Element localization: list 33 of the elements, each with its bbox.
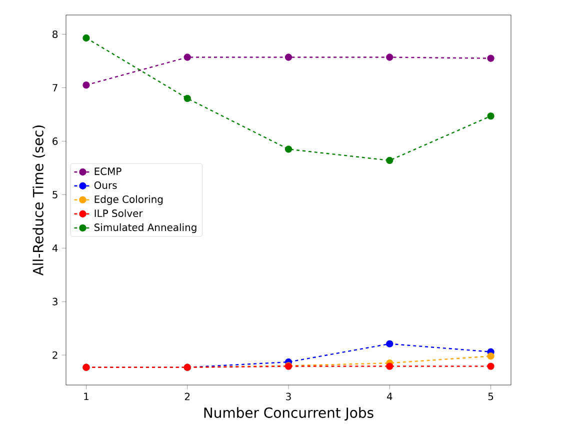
point [284, 54, 292, 61]
point [386, 156, 394, 164]
point [487, 54, 494, 62]
x-tick-label: 1 [84, 392, 88, 400]
legend-label: Edge Coloring [94, 195, 163, 205]
y-tick-label: 7 [52, 84, 58, 92]
point [487, 112, 494, 120]
x-tick-label: 5 [488, 392, 494, 400]
x-tick-label: 2 [184, 392, 190, 400]
y-tick-label: 8 [52, 30, 58, 38]
legend-label: ECMP [94, 168, 122, 176]
point [284, 146, 292, 153]
point [386, 54, 394, 61]
point [487, 352, 494, 360]
point [386, 362, 394, 370]
point [82, 34, 90, 42]
y-tick-label: 2 [52, 351, 58, 359]
y-axis-title: All-Reduce Time (sec) [32, 126, 46, 276]
point [184, 54, 191, 61]
point [487, 362, 494, 370]
legend-label: ILP Solver [94, 209, 143, 218]
point [386, 340, 394, 348]
point [82, 81, 90, 89]
legend-label: Simulated Annealing [94, 223, 196, 234]
y-tick-label: 3 [52, 298, 58, 306]
y-tick-label: 5 [52, 190, 58, 198]
x-axis-title: Number Concurrent Jobs [204, 407, 374, 421]
legend-label: Ours [94, 181, 117, 189]
point [184, 94, 191, 102]
y-tick-label: 4 [52, 244, 58, 252]
x-tick-label: 4 [386, 392, 392, 400]
x-tick-label: 3 [286, 392, 291, 400]
y-tick-label: 6 [52, 137, 58, 145]
